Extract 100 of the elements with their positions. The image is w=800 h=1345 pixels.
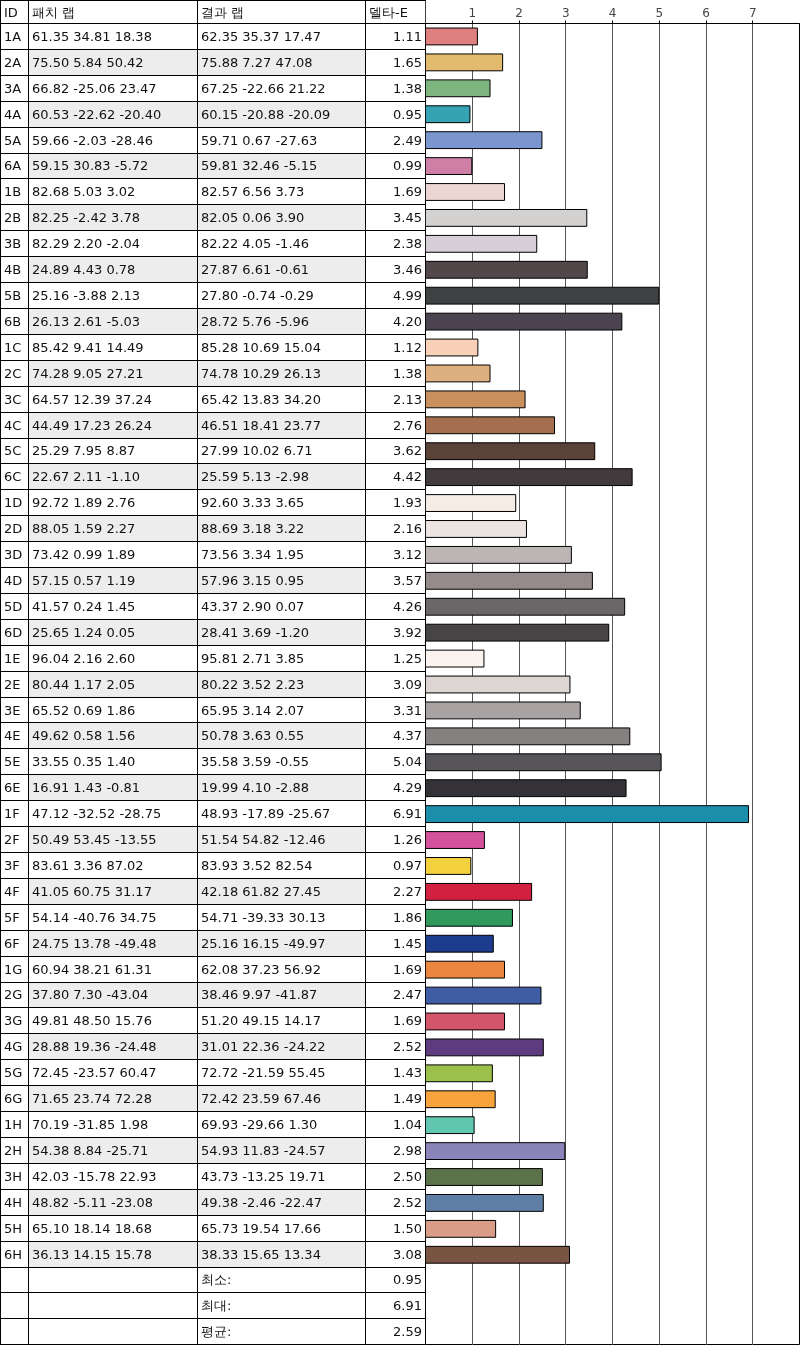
text: 결과 랩 xyxy=(197,0,366,24)
y-tick-label: 3D xyxy=(0,541,29,568)
text: 65.10 18.14 18.68 xyxy=(28,1215,198,1242)
text: 51.54 54.82 -12.46 xyxy=(197,826,366,853)
bar xyxy=(425,571,593,590)
y-tick-label: 6E xyxy=(0,774,29,801)
y-tick-label: 4F xyxy=(0,878,29,905)
text: 96.04 2.16 2.60 xyxy=(28,645,198,672)
y-tick-label: 5H xyxy=(0,1215,29,1242)
y-tick-label: 3E xyxy=(0,697,29,723)
data-label: 3.62 xyxy=(365,438,426,464)
bar xyxy=(425,1194,544,1212)
y-tick-label: 4H xyxy=(0,1189,29,1216)
text: 82.68 5.03 3.02 xyxy=(28,178,198,205)
text: 83.93 3.52 82.54 xyxy=(197,852,366,879)
text: 33.55 0.35 1.40 xyxy=(28,748,198,775)
bar xyxy=(425,1245,570,1264)
y-tick-label: 2F xyxy=(0,826,29,853)
x2-tick-label: 7 xyxy=(748,5,757,20)
y-tick-label: 1D xyxy=(0,489,29,516)
text: 16.91 1.43 -0.81 xyxy=(28,774,198,801)
text: 82.05 0.06 3.90 xyxy=(197,204,366,231)
bar xyxy=(425,779,627,798)
text: 25.16 -3.88 2.13 xyxy=(28,282,198,309)
text: 62.35 35.37 17.47 xyxy=(197,23,366,50)
x2-tick-label: 4 xyxy=(608,5,617,20)
data-label: 4.37 xyxy=(365,722,426,749)
text: 35.58 3.59 -0.55 xyxy=(197,748,366,775)
data-label: 3.12 xyxy=(365,541,426,568)
x2-tick-label: 3 xyxy=(561,5,570,20)
bar xyxy=(425,312,623,331)
bar xyxy=(425,649,485,668)
text: 65.73 19.54 17.66 xyxy=(197,1215,366,1242)
bar xyxy=(425,442,596,461)
text: 43.73 -13.25 19.71 xyxy=(197,1163,366,1190)
y-tick-label: 5A xyxy=(0,127,29,154)
bar xyxy=(425,675,571,694)
y-tick-label: 5F xyxy=(0,904,29,931)
text: 24.75 13.78 -49.48 xyxy=(28,930,198,957)
y-tick-label: 1E xyxy=(0,645,29,672)
data-label: 3.57 xyxy=(365,567,426,594)
bar xyxy=(425,53,504,72)
y-tick-label: 6H xyxy=(0,1241,29,1267)
text: 73.42 0.99 1.89 xyxy=(28,541,198,568)
data-label: 1.45 xyxy=(365,930,426,957)
data-label: 3.08 xyxy=(365,1241,426,1267)
text: 65.52 0.69 1.86 xyxy=(28,697,198,723)
text: 48.93 -17.89 -25.67 xyxy=(197,800,366,827)
bar xyxy=(425,234,538,253)
text: 59.71 0.67 -27.63 xyxy=(197,127,366,154)
y-tick-label: 1C xyxy=(0,334,29,361)
x2-tick-label: 1 xyxy=(468,5,477,20)
data-label: 2.76 xyxy=(365,412,426,438)
y-tick-label: 1F xyxy=(0,800,29,827)
text: 49.62 0.58 1.56 xyxy=(28,722,198,749)
data-label: 2.13 xyxy=(365,386,426,413)
data-label: 3.31 xyxy=(365,697,426,723)
y-tick-label: 5G xyxy=(0,1059,29,1086)
text: 25.16 16.15 -49.97 xyxy=(197,930,366,957)
y-tick-label: 4C xyxy=(0,412,29,438)
text: 42.03 -15.78 22.93 xyxy=(28,1163,198,1190)
text: 44.49 17.23 26.24 xyxy=(28,412,198,438)
text: 80.22 3.52 2.23 xyxy=(197,671,366,698)
data-label: 2.98 xyxy=(365,1137,426,1164)
y-tick-label: 6C xyxy=(0,463,29,490)
bar xyxy=(425,27,478,46)
data-label: 4.99 xyxy=(365,282,426,309)
bar xyxy=(425,468,633,487)
data-label: 1.11 xyxy=(365,23,426,50)
text: 67.25 -22.66 21.22 xyxy=(197,75,366,102)
text: 28.88 19.36 -24.48 xyxy=(28,1033,198,1060)
bar xyxy=(425,727,631,746)
y-tick-label: 4A xyxy=(0,101,29,128)
data-label: 2.27 xyxy=(365,878,426,905)
y-tick-label: 6G xyxy=(0,1085,29,1112)
text: 66.82 -25.06 23.47 xyxy=(28,75,198,102)
bar xyxy=(425,1038,544,1057)
text: 22.67 2.11 -1.10 xyxy=(28,463,198,490)
text: 42.18 61.82 27.45 xyxy=(197,878,366,905)
text: 72.72 -21.59 55.45 xyxy=(197,1059,366,1086)
text: 28.72 5.76 -5.96 xyxy=(197,308,366,335)
text: 47.12 -32.52 -28.75 xyxy=(28,800,198,827)
text: 48.82 -5.11 -23.08 xyxy=(28,1189,198,1216)
text: 41.57 0.24 1.45 xyxy=(28,593,198,620)
data-label: 1.49 xyxy=(365,1085,426,1112)
data-label: 2.47 xyxy=(365,982,426,1008)
y-tick-label: 4D xyxy=(0,567,29,594)
text: 25.65 1.24 0.05 xyxy=(28,619,198,646)
text: 95.81 2.71 3.85 xyxy=(197,645,366,672)
y-tick-label: 1H xyxy=(0,1111,29,1138)
text: 92.60 3.33 3.65 xyxy=(197,489,366,516)
data-label: 1.12 xyxy=(365,334,426,361)
data-label: 1.50 xyxy=(365,1215,426,1242)
text: 74.78 10.29 26.13 xyxy=(197,360,366,387)
y-tick-label: 2A xyxy=(0,49,29,76)
data-label: 1.65 xyxy=(365,49,426,76)
bar xyxy=(425,416,556,435)
text: 60.53 -22.62 -20.40 xyxy=(28,101,198,128)
data-label: 4.26 xyxy=(365,593,426,620)
y-tick-label: 5B xyxy=(0,282,29,309)
